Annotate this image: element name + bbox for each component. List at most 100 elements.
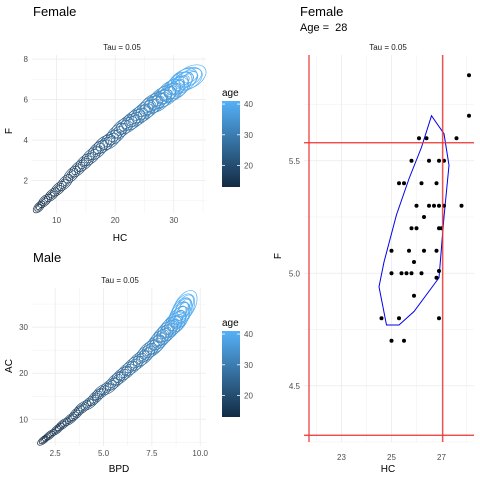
contour-ring (129, 107, 148, 124)
x-axis-label: HC (381, 464, 395, 475)
x-tick-label: 10.0 (192, 449, 208, 458)
strip-label: Tau = 0.05 (369, 43, 407, 52)
contour-ring (80, 394, 100, 411)
contour-ring (121, 355, 144, 376)
contour-age-16 (55, 417, 71, 432)
color-legend: age 20 30 40 (222, 88, 253, 187)
data-point (424, 136, 429, 141)
y-tick-label: 20 (19, 369, 28, 378)
contour-ring (99, 130, 122, 151)
contour-ring (131, 100, 157, 124)
y-axis-label: F (273, 253, 284, 259)
contour-ring (90, 142, 106, 158)
contour-ring (91, 393, 100, 402)
x-tick-label: 7.5 (146, 449, 158, 458)
data-point (402, 181, 406, 186)
contour-ring (178, 298, 191, 314)
data-point (409, 226, 414, 231)
data-point (409, 158, 414, 163)
contour-ring (178, 67, 202, 87)
contour-ring (148, 85, 176, 110)
plot-area: 10 20 30 2 4 6 8 (24, 55, 207, 225)
data-point (437, 316, 441, 321)
panel-female-hc-f: Female Tau = 0.05 10 20 30 2 4 6 8 HC F age 20… (4, 4, 253, 244)
data-point (427, 203, 431, 208)
data-point (414, 203, 419, 208)
data-point (414, 226, 419, 231)
contour-ring (159, 89, 173, 102)
data-point (437, 269, 441, 273)
data-point (389, 248, 394, 253)
contour-ring (60, 178, 69, 187)
contour-ring (126, 104, 152, 127)
contour-ring (59, 421, 67, 428)
data-point (467, 113, 471, 118)
contour-ring (175, 294, 194, 319)
legend-tick-label: 40 (244, 100, 253, 109)
data-point (437, 203, 441, 208)
contour-ring (73, 400, 92, 416)
contour-ring (65, 168, 79, 181)
panel-female-age-scatter: Female Age = 28 Tau = 0.05 23 25 27 4.5 5.0 5… (273, 4, 474, 475)
strip-label: Tau = 0.05 (101, 276, 139, 285)
contour-ring (32, 200, 46, 214)
legend-tick-label: 20 (244, 392, 253, 401)
y-tick-label: 5.5 (289, 157, 301, 166)
contour-ring (105, 371, 126, 391)
panel-title: Female (33, 4, 76, 19)
contour-ring (167, 318, 180, 332)
data-point (454, 136, 459, 141)
data-point (389, 271, 394, 276)
contour-ring (56, 174, 74, 192)
contour-age-17 (56, 174, 74, 192)
contour-ring (113, 120, 131, 136)
y-tick-label: 10 (19, 415, 28, 424)
data-point (404, 271, 409, 276)
contour-age-41 (172, 290, 198, 323)
contour-ring (113, 369, 129, 383)
contour-ring (110, 376, 120, 386)
contour-ring (46, 189, 58, 201)
x-axis-label: BPD (109, 464, 130, 475)
legend-tick-label: 30 (244, 131, 253, 140)
contour-ring (85, 398, 95, 407)
contour-ring (124, 112, 143, 128)
x-tick-label: 23 (337, 453, 346, 462)
strip-label: Tau = 0.05 (103, 43, 141, 52)
contour-ring (55, 417, 71, 432)
contour-ring (57, 419, 69, 430)
contour-ring (39, 195, 51, 206)
contour-ring (69, 159, 88, 178)
data-point (434, 248, 439, 253)
panel-title: Male (33, 250, 61, 265)
contour-ring (67, 170, 76, 179)
legend-tick-label: 20 (244, 162, 253, 171)
contour-age-24 (105, 371, 126, 391)
y-tick-label: 4.5 (289, 382, 301, 391)
contour-ring (91, 383, 112, 401)
age-subtitle: Age = 28 (300, 22, 347, 34)
contour-ring (37, 434, 50, 446)
age-subtitle-label: Age = (300, 22, 332, 34)
contour-ring (116, 361, 138, 381)
x-axis-label: HC (113, 233, 127, 244)
contour-ring (175, 305, 187, 321)
data-point (419, 181, 424, 186)
contour-ring (58, 176, 71, 189)
contour-ring (34, 202, 44, 212)
contour-ring (49, 422, 65, 436)
panel-title: Female (300, 4, 343, 19)
contour-ring (163, 80, 185, 99)
contour-ring (41, 197, 49, 205)
y-tick-label: 30 (19, 323, 28, 332)
legend-colorbar (222, 101, 240, 187)
contour-ring (152, 336, 163, 348)
contour-ring (182, 71, 198, 84)
data-point (432, 203, 436, 208)
y-axis-label: F (4, 128, 15, 134)
y-tick-label: 2 (24, 177, 29, 186)
data-point (422, 248, 426, 253)
data-point (379, 316, 384, 321)
